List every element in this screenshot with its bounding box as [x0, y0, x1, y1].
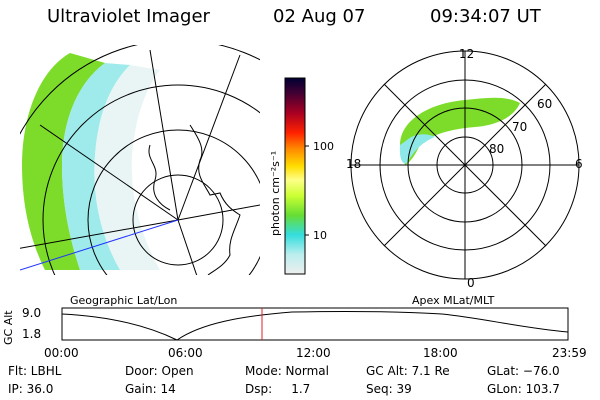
apex-polar-plot — [350, 50, 580, 280]
status-door: Door: Open — [125, 364, 194, 378]
colorbar-unit-label: photon cm⁻²s⁻¹ — [269, 150, 282, 236]
status-glat: GLat: −76.0 — [487, 364, 560, 378]
mlat-label-80: 80 — [489, 142, 505, 156]
status-gc-alt: GC Alt: 7.1 Re — [366, 364, 450, 378]
date-label: 02 Aug 07 — [273, 6, 366, 27]
altitude-xtick-0600: 06:00 — [168, 346, 203, 360]
time-label: 09:34:07 UT — [430, 6, 541, 27]
geographic-map — [20, 45, 260, 275]
altitude-xtick-0000: 00:00 — [44, 346, 79, 360]
status-gain: Gain: 14 — [125, 382, 176, 396]
colorbar-tick-10: 10 — [313, 229, 327, 242]
altitude-xtick-1200: 12:00 — [296, 346, 331, 360]
altitude-plot — [61, 307, 569, 341]
status-seq: Seq: 39 — [366, 382, 412, 396]
colorbar — [284, 77, 309, 275]
status-ip: IP: 36.0 — [8, 382, 54, 396]
altitude-ytick-high: 9.0 — [22, 306, 42, 320]
aurora-oval — [400, 97, 520, 165]
altitude-xtick-2359: 23:59 — [552, 346, 587, 360]
instrument-title: Ultraviolet Imager — [47, 6, 210, 27]
status-mode: Mode: Normal — [245, 364, 329, 378]
mlt-label-18: 18 — [346, 157, 362, 171]
colorbar-tick-100: 100 — [313, 140, 334, 153]
altitude-xtick-1800: 18:00 — [423, 346, 458, 360]
coastline — [148, 124, 241, 275]
apex-caption: Apex MLat/MLT — [412, 294, 495, 307]
mlat-label-70: 70 — [512, 120, 528, 134]
mlt-label-12: 12 — [459, 47, 475, 61]
mlat-label-60: 60 — [537, 97, 553, 111]
altitude-ylabel: GC Alt — [2, 310, 15, 345]
geographic-caption: Geographic Lat/Lon — [70, 294, 178, 307]
status-filter: Flt: LBHL — [8, 364, 62, 378]
status-dsp: Dsp: 1.7 — [245, 382, 311, 396]
mlt-label-0: 0 — [467, 276, 475, 290]
altitude-curve — [61, 310, 569, 341]
mlt-label-6: 6 — [575, 157, 583, 171]
status-glon: GLon: 103.7 — [487, 382, 560, 396]
altitude-ytick-low: 1.8 — [22, 327, 42, 341]
